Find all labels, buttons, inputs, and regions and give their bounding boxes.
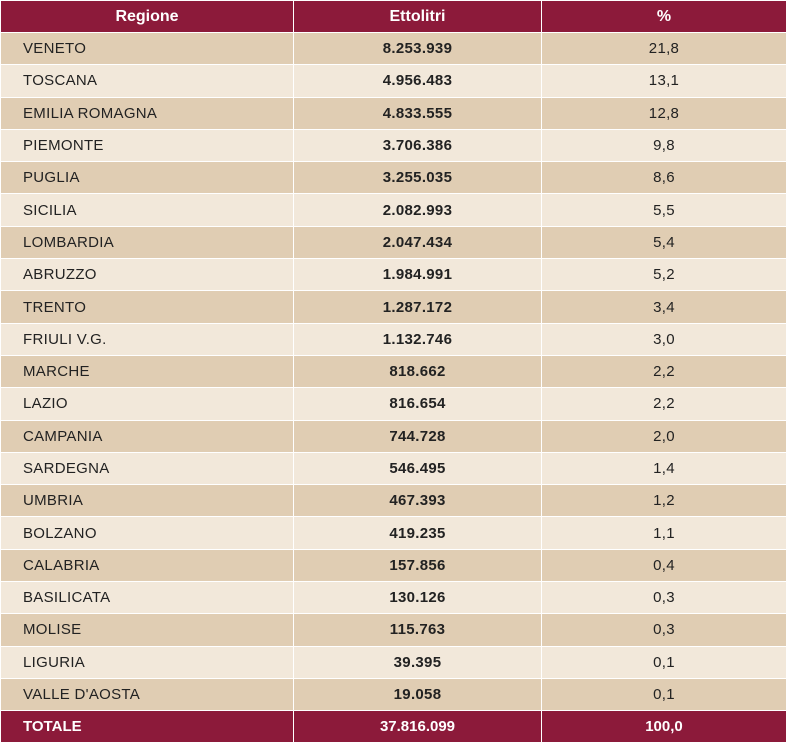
region-cell: FRIULI V.G. [0, 322, 294, 356]
percent-cell: 0,3 [541, 581, 786, 615]
table-row: PUGLIA 3.255.035 8,6 [0, 161, 786, 195]
ettolitri-cell: 3.706.386 [293, 128, 542, 163]
percent-cell: 1,1 [541, 516, 786, 550]
ettolitri-cell: 3.255.035 [293, 161, 542, 195]
percent-cell: 8,6 [541, 161, 786, 195]
header-regione: Regione [0, 0, 294, 33]
table-row: FRIULI V.G. 1.132.746 3,0 [0, 322, 786, 356]
region-cell: TOSCANA [0, 64, 294, 98]
percent-cell: 5,2 [541, 258, 786, 292]
table-row: MOLISE 115.763 0,3 [0, 613, 786, 647]
table-row: LOMBARDIA 2.047.434 5,4 [0, 225, 786, 260]
region-cell: PUGLIA [0, 161, 294, 195]
region-cell: BASILICATA [0, 581, 294, 615]
ettolitri-cell: 2.047.434 [293, 225, 542, 260]
ettolitri-cell: 816.654 [293, 387, 542, 421]
region-cell: MARCHE [0, 354, 294, 389]
table-row: UMBRIA 467.393 1,2 [0, 484, 786, 518]
region-cell: UMBRIA [0, 484, 294, 518]
table-row: BOLZANO 419.235 1,1 [0, 516, 786, 550]
ettolitri-cell: 157.856 [293, 548, 542, 583]
ettolitri-cell: 39.395 [293, 645, 542, 679]
percent-cell: 9,8 [541, 128, 786, 163]
total-row: TOTALE 37.816.099 100,0 [0, 710, 786, 744]
ettolitri-cell: 8.253.939 [293, 31, 542, 66]
region-cell: CAMPANIA [0, 419, 294, 453]
table-row: EMILIA ROMAGNA 4.833.555 12,8 [0, 96, 786, 130]
ettolitri-cell: 19.058 [293, 677, 542, 712]
region-cell: EMILIA ROMAGNA [0, 96, 294, 130]
ettolitri-cell: 1.132.746 [293, 322, 542, 356]
table-row: SARDEGNA 546.495 1,4 [0, 451, 786, 486]
table-row: MARCHE 818.662 2,2 [0, 354, 786, 389]
table-row: ABRUZZO 1.984.991 5,2 [0, 258, 786, 292]
ettolitri-cell: 818.662 [293, 354, 542, 389]
ettolitri-cell: 4.833.555 [293, 96, 542, 130]
region-cell: ABRUZZO [0, 258, 294, 292]
ettolitri-cell: 4.956.483 [293, 64, 542, 98]
ettolitri-cell: 1.984.991 [293, 258, 542, 292]
table-row: LIGURIA 39.395 0,1 [0, 645, 786, 679]
table-row: VENETO 8.253.939 21,8 [0, 31, 786, 66]
percent-cell: 0,1 [541, 677, 786, 712]
percent-cell: 2,2 [541, 387, 786, 421]
percent-cell: 0,4 [541, 548, 786, 583]
ettolitri-cell: 1.287.172 [293, 290, 542, 324]
ettolitri-cell: 130.126 [293, 581, 542, 615]
header-percent: % [541, 0, 786, 33]
percent-cell: 2,0 [541, 419, 786, 453]
region-cell: LOMBARDIA [0, 225, 294, 260]
table-row: CAMPANIA 744.728 2,0 [0, 419, 786, 453]
total-percent: 100,0 [541, 710, 786, 744]
region-cell: BOLZANO [0, 516, 294, 550]
header-row: Regione Ettolitri % [0, 0, 786, 33]
total-label: TOTALE [0, 710, 294, 744]
table-row: SICILIA 2.082.993 5,5 [0, 193, 786, 227]
percent-cell: 3,4 [541, 290, 786, 324]
percent-cell: 1,4 [541, 451, 786, 486]
table-row: LAZIO 816.654 2,2 [0, 387, 786, 421]
region-cell: TRENTO [0, 290, 294, 324]
percent-cell: 13,1 [541, 64, 786, 98]
ettolitri-cell: 546.495 [293, 451, 542, 486]
header-ettolitri: Ettolitri [293, 0, 542, 33]
region-cell: SARDEGNA [0, 451, 294, 486]
percent-cell: 0,1 [541, 645, 786, 679]
percent-cell: 2,2 [541, 354, 786, 389]
table-row: PIEMONTE 3.706.386 9,8 [0, 128, 786, 163]
region-cell: LIGURIA [0, 645, 294, 679]
region-cell: CALABRIA [0, 548, 294, 583]
region-cell: LAZIO [0, 387, 294, 421]
ettolitri-cell: 115.763 [293, 613, 542, 647]
ettolitri-cell: 419.235 [293, 516, 542, 550]
percent-cell: 0,3 [541, 613, 786, 647]
table-row: TRENTO 1.287.172 3,4 [0, 290, 786, 324]
table-row: CALABRIA 157.856 0,4 [0, 548, 786, 583]
region-cell: VENETO [0, 31, 294, 66]
region-cell: VALLE D'AOSTA [0, 677, 294, 712]
region-cell: MOLISE [0, 613, 294, 647]
percent-cell: 3,0 [541, 322, 786, 356]
ettolitri-cell: 467.393 [293, 484, 542, 518]
percent-cell: 21,8 [541, 31, 786, 66]
region-cell: PIEMONTE [0, 128, 294, 163]
total-ettolitri: 37.816.099 [293, 710, 542, 744]
percent-cell: 1,2 [541, 484, 786, 518]
table-row: BASILICATA 130.126 0,3 [0, 581, 786, 615]
table-row: VALLE D'AOSTA 19.058 0,1 [0, 677, 786, 712]
region-cell: SICILIA [0, 193, 294, 227]
percent-cell: 12,8 [541, 96, 786, 130]
ettolitri-cell: 2.082.993 [293, 193, 542, 227]
percent-cell: 5,4 [541, 225, 786, 260]
percent-cell: 5,5 [541, 193, 786, 227]
ettolitri-cell: 744.728 [293, 419, 542, 453]
table-row: TOSCANA 4.956.483 13,1 [0, 64, 786, 98]
